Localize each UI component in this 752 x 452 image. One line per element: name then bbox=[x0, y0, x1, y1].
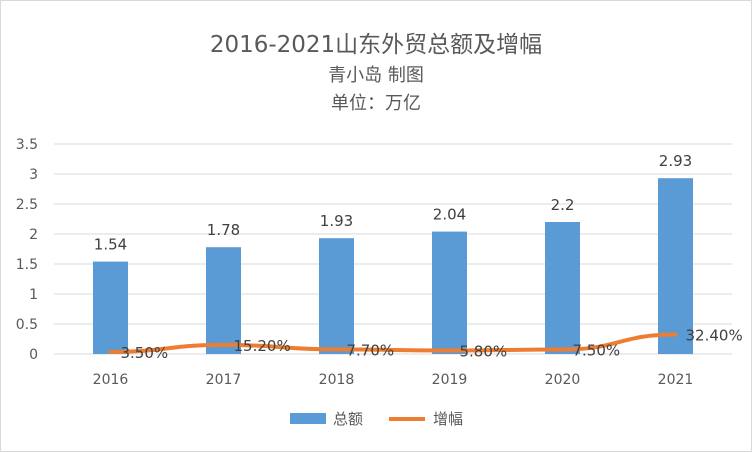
line-value-label: 32.40% bbox=[686, 327, 743, 345]
bar-value-label: 1.93 bbox=[320, 212, 353, 230]
bar bbox=[93, 261, 128, 354]
bar-value-label: 2.04 bbox=[433, 206, 466, 224]
y-tick-label: 0.5 bbox=[16, 317, 38, 333]
bar bbox=[432, 231, 467, 354]
bar bbox=[658, 178, 693, 354]
bar-value-label: 1.78 bbox=[207, 221, 240, 239]
legend-label-bars: 总额 bbox=[333, 410, 363, 428]
line-value-label: 3.50% bbox=[121, 344, 169, 362]
y-tick-label: 2.5 bbox=[16, 197, 38, 213]
line-value-label: 15.20% bbox=[234, 337, 291, 355]
x-tick-label: 2017 bbox=[206, 372, 242, 388]
chart-titles: 2016-2021山东外贸总额及增幅 青小岛 制图 单位：万亿 bbox=[0, 28, 752, 118]
bar-value-label: 2.93 bbox=[659, 152, 692, 170]
growth-line bbox=[108, 332, 678, 354]
line-value-label: 7.50% bbox=[573, 342, 621, 360]
legend-label-line: 增幅 bbox=[433, 410, 463, 428]
chart-title: 2016-2021山东外贸总额及增幅 bbox=[209, 32, 543, 58]
x-tick-label: 2021 bbox=[658, 372, 694, 388]
bar bbox=[319, 238, 354, 354]
y-tick-label: 1 bbox=[29, 287, 38, 303]
x-tick-label: 2018 bbox=[319, 372, 355, 388]
bar bbox=[545, 222, 580, 354]
line-value-label: 5.80% bbox=[460, 343, 508, 361]
y-tick-label: 3 bbox=[29, 167, 38, 183]
chart-unit: 单位：万亿 bbox=[331, 93, 421, 114]
bar bbox=[206, 247, 241, 354]
y-tick-label: 3.5 bbox=[16, 137, 38, 153]
bar-value-label: 2.2 bbox=[551, 196, 575, 214]
line-value-label: 7.70% bbox=[347, 341, 395, 359]
y-tick-label: 1.5 bbox=[16, 257, 38, 273]
x-tick-label: 2020 bbox=[545, 372, 581, 388]
y-tick-label: 2 bbox=[29, 227, 38, 243]
x-tick-label: 2019 bbox=[432, 372, 468, 388]
legend-swatch-bars bbox=[290, 413, 326, 424]
bar-value-label: 1.54 bbox=[94, 236, 127, 254]
chart-subtitle: 青小岛 制图 bbox=[328, 65, 424, 86]
y-tick-label: 0 bbox=[29, 347, 38, 363]
x-tick-label: 2016 bbox=[93, 372, 129, 388]
